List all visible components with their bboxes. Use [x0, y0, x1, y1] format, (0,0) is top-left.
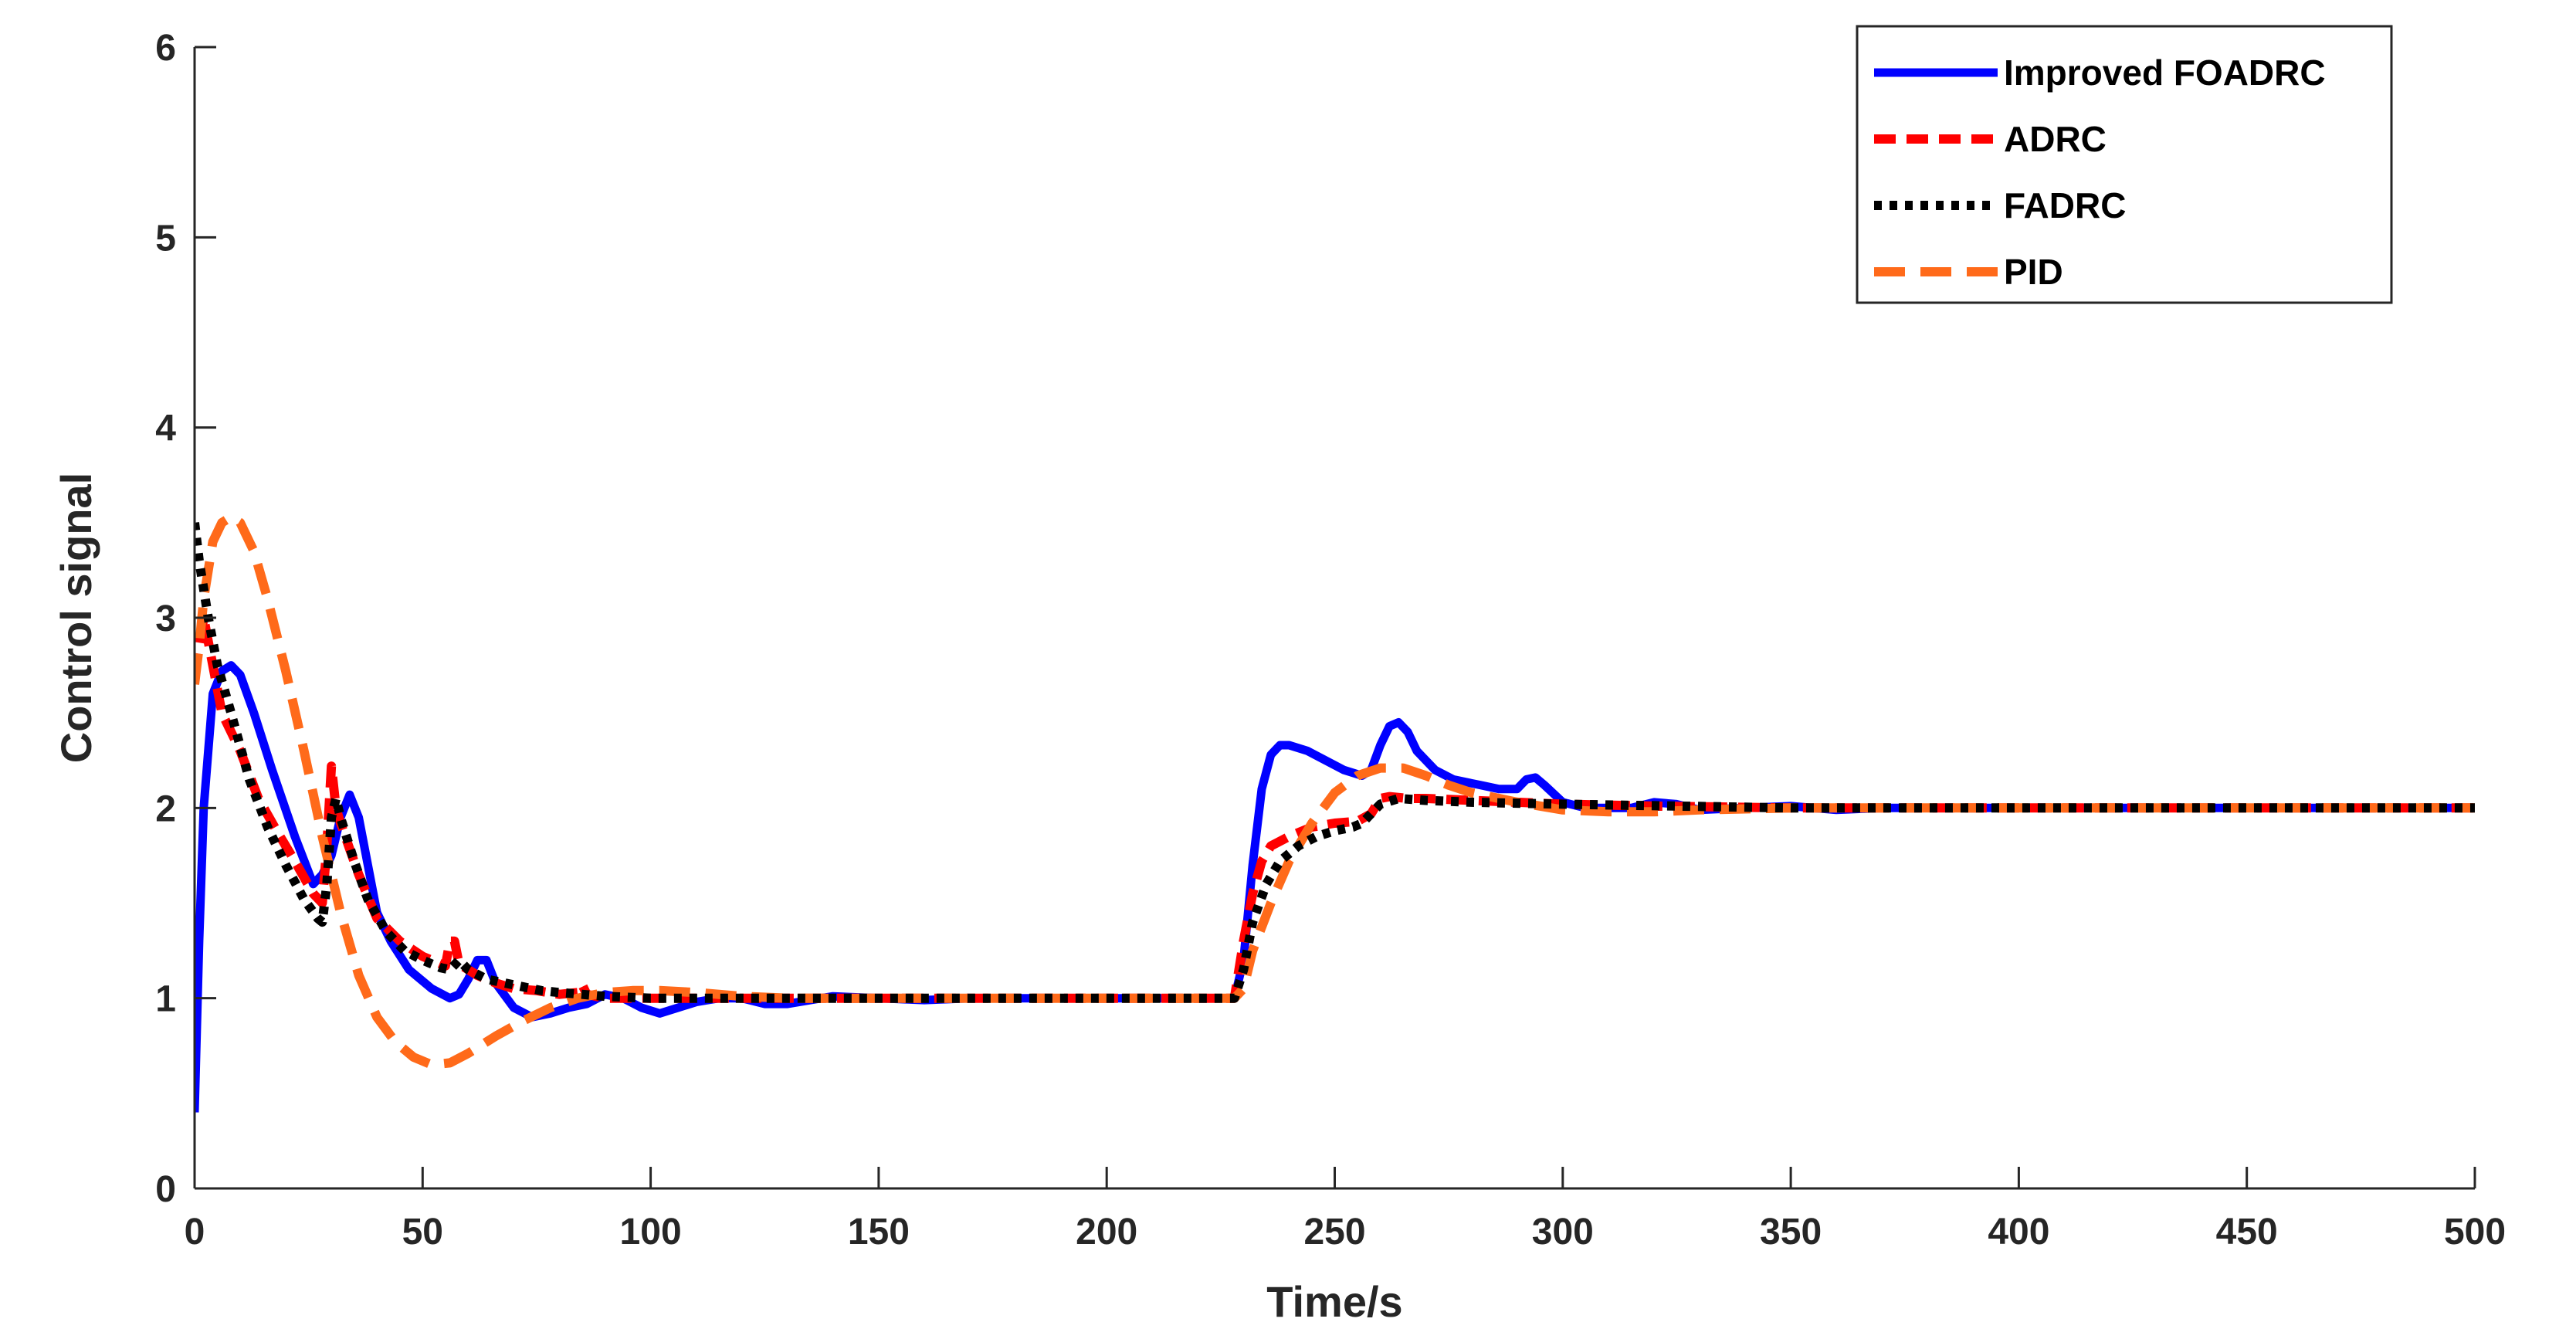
- y-tick-label: 0: [155, 1169, 176, 1210]
- legend-box: [1856, 25, 2393, 304]
- x-tick-label: 250: [1303, 1212, 1365, 1253]
- x-tick-label: 450: [2216, 1212, 2278, 1253]
- axes-layer: 0 50 100 150 200 250 300 350 400 450 500 0 1 2 3 4 5 6: [155, 28, 2506, 1253]
- x-tick-label: 150: [848, 1212, 910, 1253]
- legend-label: ADRC: [2004, 119, 2107, 159]
- y-tick-label: 2: [155, 788, 176, 829]
- y-tick-label: 6: [155, 28, 176, 69]
- x-tick-label: 400: [1988, 1212, 2049, 1253]
- y-tick-label: 5: [155, 218, 176, 259]
- series-line-fadrc: [195, 522, 2475, 1003]
- y-axis-label: Control signal: [52, 473, 100, 763]
- x-tick-label: 200: [1076, 1212, 1137, 1253]
- x-tick-label: 0: [185, 1212, 205, 1253]
- legend-label: Improved FOADRC: [2004, 53, 2326, 93]
- x-tick-label: 300: [1532, 1212, 1594, 1253]
- series-layer: [195, 512, 2475, 1113]
- x-tick-label: 500: [2444, 1212, 2506, 1253]
- x-axis-label: Time/s: [1266, 1277, 1402, 1326]
- x-tick-label: 100: [620, 1212, 682, 1253]
- legend-label: PID: [2004, 252, 2063, 292]
- y-tick-label: 4: [155, 408, 176, 449]
- x-tick-label: 350: [1760, 1212, 1822, 1253]
- legend: Improved FOADRC ADRC FADRC PID: [1856, 25, 2393, 304]
- legend-label: FADRC: [2004, 185, 2126, 225]
- y-tick-label: 1: [155, 979, 176, 1020]
- series-line-pid: [195, 512, 2475, 1070]
- x-tick-label: 50: [402, 1212, 443, 1253]
- y-tick-label: 3: [155, 598, 176, 639]
- series-line-adrc: [195, 613, 2475, 1003]
